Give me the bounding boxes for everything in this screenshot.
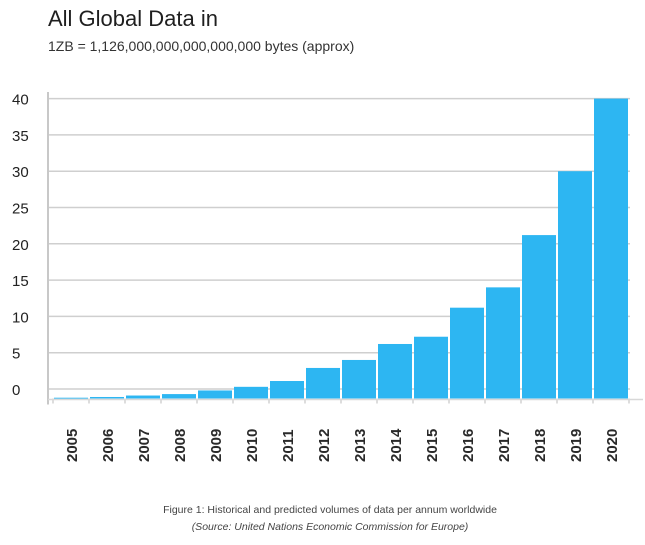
caption-text: Figure 1: Historical and predicted volum… — [163, 504, 497, 516]
x-tick-label: 2011 — [280, 429, 297, 462]
bar-2011 — [270, 381, 304, 399]
y-tick-label: 30 — [12, 164, 29, 181]
x-tick-label: 2005 — [64, 429, 81, 462]
x-tick-label: 2012 — [316, 429, 333, 462]
y-tick-label: 15 — [12, 273, 29, 290]
x-tick-label: 2019 — [568, 429, 585, 462]
bar-2018 — [522, 235, 556, 399]
bar-2012 — [306, 367, 340, 399]
bar-2020 — [594, 98, 628, 399]
x-tick-label: 2015 — [424, 429, 441, 462]
x-tick-label: 2016 — [460, 429, 477, 462]
bar-2015 — [414, 336, 448, 399]
bar-2017 — [486, 287, 520, 399]
y-tick-label: 0 — [12, 382, 20, 399]
bar-2009 — [198, 390, 232, 399]
bar-chart: 0 5 10 15 20 25 30 35 40 2005 2006 2007 2008 2009 201… — [12, 92, 643, 462]
bar-2006 — [90, 396, 124, 399]
x-tick-label: 2010 — [244, 429, 261, 462]
bar-2014 — [378, 343, 412, 399]
bar-2007 — [126, 395, 160, 399]
bar-2010 — [234, 386, 268, 399]
y-tick-label: 10 — [12, 309, 29, 326]
axes — [47, 92, 643, 405]
x-tick-label: 2020 — [604, 429, 621, 462]
caption-source: (Source: United Nations Economic Commiss… — [191, 521, 469, 533]
bar-2016 — [450, 307, 484, 399]
x-tick-labels: 2005 2006 2007 2008 2009 2010 2011 2012 2013 2014… — [64, 428, 621, 462]
bar-2008 — [162, 394, 196, 399]
x-tick-label: 2017 — [496, 429, 513, 462]
x-tick-label: 2006 — [100, 429, 117, 462]
x-tick-label: 2013 — [352, 429, 369, 462]
x-tick-label: 2018 — [532, 429, 549, 462]
y-tick-labels: 0 5 10 15 20 25 30 35 40 — [12, 92, 29, 399]
x-tick-label: 2014 — [388, 428, 405, 462]
bars — [54, 98, 628, 399]
y-tick-label: 5 — [12, 346, 20, 363]
bar-2005 — [54, 397, 88, 399]
y-tick-label: 35 — [12, 128, 29, 145]
chart-title: All Global Data in — [48, 6, 218, 31]
y-tick-label: 20 — [12, 237, 29, 254]
bar-2013 — [342, 359, 376, 399]
y-tick-label: 40 — [12, 92, 29, 109]
chart-subtitle: 1ZB = 1,126,000,000,000,000,000 bytes (a… — [48, 38, 355, 54]
figure-caption: Figure 1: Historical and predicted volum… — [0, 502, 645, 536]
x-tick-label: 2008 — [172, 429, 189, 462]
bar-2019 — [558, 171, 592, 399]
y-tick-label: 25 — [12, 201, 29, 218]
x-tick-label: 2007 — [136, 429, 153, 462]
x-tick-label: 2009 — [208, 429, 225, 462]
